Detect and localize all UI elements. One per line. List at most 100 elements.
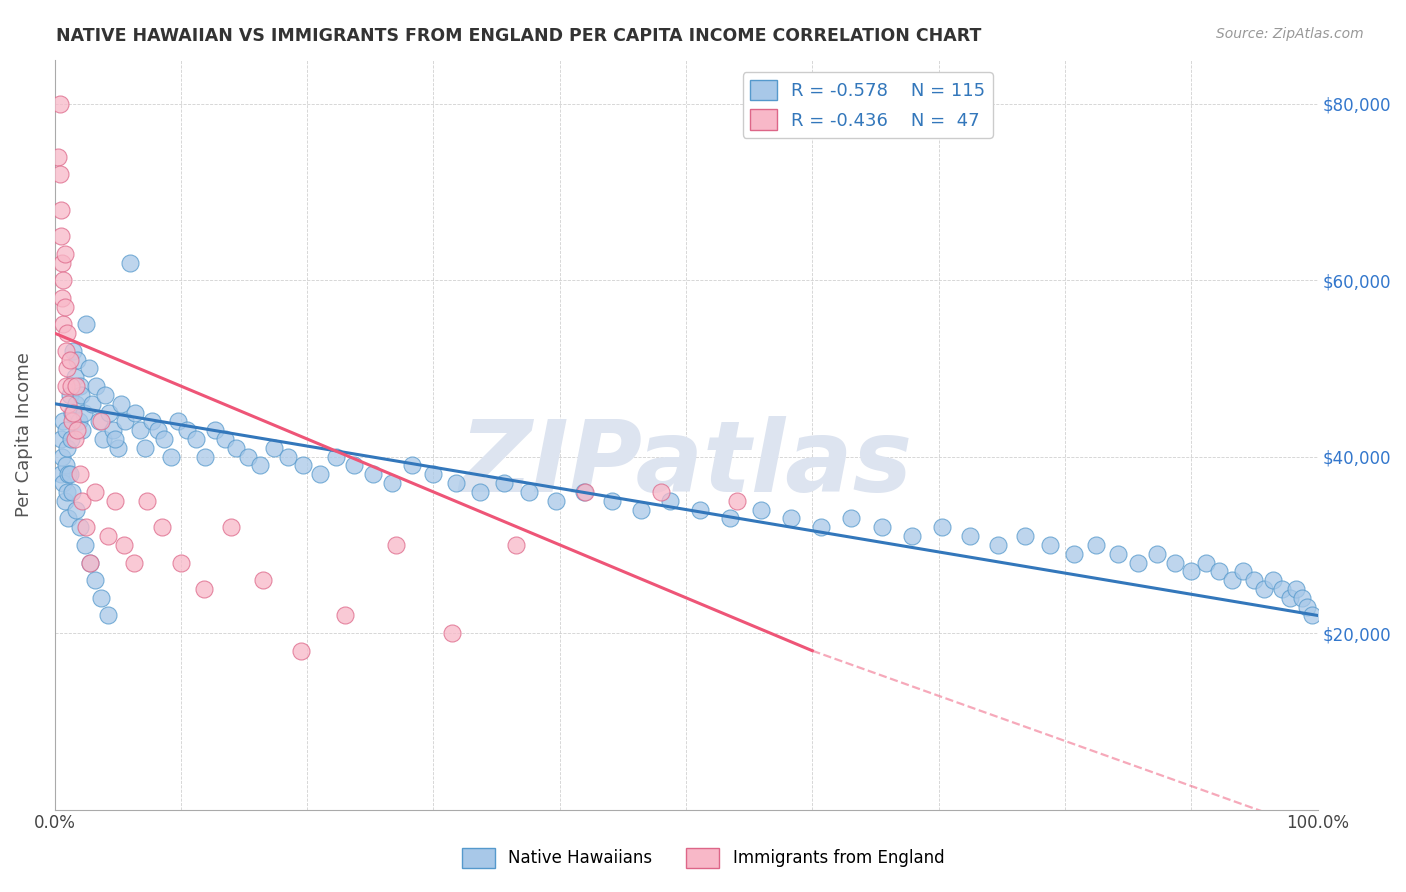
Point: [1271, 582, 1294, 596]
Point: [73, 538, 96, 552]
Point: [810, 520, 832, 534]
Point: [75, 318, 97, 332]
Point: [1164, 556, 1187, 570]
Point: [308, 467, 330, 482]
Point: [1107, 547, 1129, 561]
Point: [1285, 582, 1308, 596]
Point: [104, 493, 127, 508]
Point: [49, 229, 72, 244]
Point: [53, 246, 76, 260]
Point: [48, 167, 70, 181]
Point: [55, 379, 77, 393]
Point: [146, 423, 169, 437]
Point: [53, 300, 76, 314]
Point: [184, 432, 207, 446]
Point: [53, 493, 76, 508]
Point: [91, 432, 114, 446]
Point: [69, 467, 91, 482]
Point: [931, 520, 953, 534]
Point: [56, 361, 79, 376]
Point: [1146, 547, 1168, 561]
Point: [1208, 564, 1230, 578]
Point: [290, 644, 312, 658]
Point: [97, 405, 120, 419]
Point: [72, 423, 94, 437]
Point: [470, 484, 492, 499]
Point: [263, 441, 285, 455]
Point: [505, 538, 527, 552]
Point: [120, 255, 142, 269]
Point: [58, 397, 80, 411]
Point: [59, 388, 82, 402]
Point: [333, 608, 356, 623]
Point: [66, 423, 89, 437]
Point: [870, 520, 893, 534]
Legend: R = -0.578    N = 115, R = -0.436    N =  47: R = -0.578 N = 115, R = -0.436 N = 47: [742, 72, 993, 137]
Point: [1291, 591, 1313, 605]
Point: [1014, 529, 1036, 543]
Point: [292, 458, 315, 473]
Point: [129, 423, 152, 437]
Point: [59, 352, 82, 367]
Point: [110, 397, 132, 411]
Point: [150, 520, 173, 534]
Point: [153, 432, 176, 446]
Point: [90, 414, 112, 428]
Point: [194, 450, 217, 464]
Point: [51, 255, 73, 269]
Point: [122, 556, 145, 570]
Point: [62, 343, 84, 358]
Point: [65, 397, 87, 411]
Point: [72, 493, 94, 508]
Point: [1039, 538, 1062, 552]
Point: [59, 432, 82, 446]
Point: [69, 520, 91, 534]
Point: [69, 379, 91, 393]
Point: [49, 467, 72, 482]
Point: [600, 493, 623, 508]
Point: [193, 582, 215, 596]
Point: [75, 520, 97, 534]
Point: [572, 484, 595, 499]
Point: [59, 379, 82, 393]
Point: [82, 397, 104, 411]
Point: [55, 343, 77, 358]
Point: [55, 458, 77, 473]
Point: [67, 414, 90, 428]
Point: [141, 414, 163, 428]
Point: [65, 502, 87, 516]
Point: [959, 529, 981, 543]
Point: [901, 529, 924, 543]
Point: [422, 467, 444, 482]
Point: [221, 520, 243, 534]
Point: [112, 538, 135, 552]
Point: [718, 511, 741, 525]
Point: [84, 573, 107, 587]
Point: [60, 414, 83, 428]
Point: [841, 511, 863, 525]
Point: [58, 467, 80, 482]
Point: [1128, 556, 1150, 570]
Point: [249, 458, 271, 473]
Point: [1220, 573, 1243, 587]
Point: [52, 414, 75, 428]
Point: [236, 450, 259, 464]
Point: [90, 591, 112, 605]
Point: [60, 405, 83, 419]
Point: [63, 432, 86, 446]
Point: [1243, 573, 1265, 587]
Y-axis label: Per Capita Income: Per Capita Income: [15, 352, 32, 517]
Point: [51, 291, 73, 305]
Point: [65, 379, 87, 393]
Point: [987, 538, 1010, 552]
Point: [79, 556, 101, 570]
Point: [72, 405, 94, 419]
Point: [60, 484, 83, 499]
Point: [51, 450, 73, 464]
Point: [66, 352, 89, 367]
Point: [135, 493, 157, 508]
Point: [361, 467, 384, 482]
Point: [176, 423, 198, 437]
Point: [97, 529, 120, 543]
Point: [77, 361, 100, 376]
